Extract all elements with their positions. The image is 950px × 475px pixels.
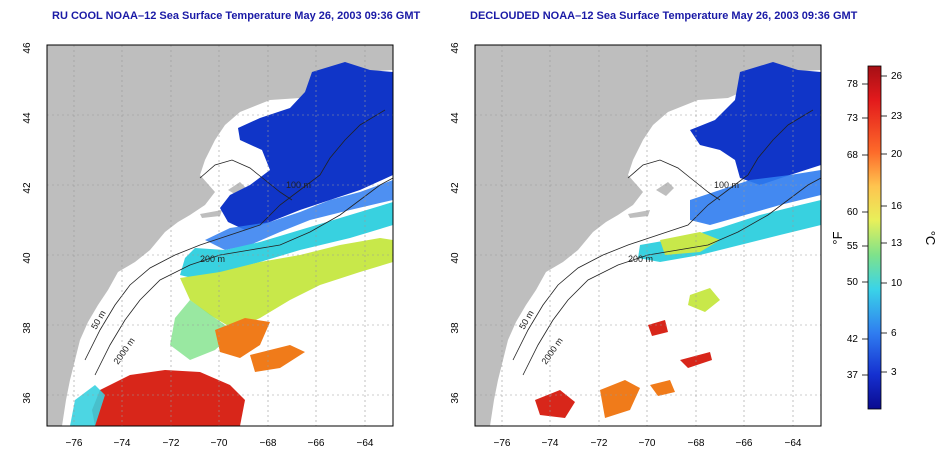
left-y-tick: 44 (22, 112, 33, 124)
colorbar-f-tick-label: 55 (847, 241, 859, 252)
right-land-islands (628, 182, 674, 218)
left-x-tick-labels: −76 −74 −72 −70 −68 −66 −64 (66, 438, 374, 449)
left-sst-warm (180, 238, 393, 330)
left-y-tick: 38 (22, 322, 33, 334)
colorbar-f-tick-label: 78 (847, 79, 859, 90)
right-contour-label-100m: 100 m (714, 180, 739, 190)
right-y-tick: 36 (450, 392, 461, 404)
right-isobaths (512, 109, 821, 376)
right-x-tick: −66 (736, 438, 753, 449)
colorbar-c-tick-label: 20 (891, 149, 903, 160)
left-land (47, 45, 393, 426)
right-y-tick: 38 (450, 322, 461, 334)
colorbar-f-tick-label: 50 (847, 277, 859, 288)
left-x-tick: −70 (211, 438, 228, 449)
colorbar-c-tick-label: 23 (891, 111, 903, 122)
right-sst-hot (600, 380, 675, 418)
colorbar-c-tick-label: 3 (891, 367, 897, 378)
colorbar-c-tick-label: 26 (891, 71, 903, 82)
left-x-tick: −68 (260, 438, 277, 449)
right-map: 50 m 100 m 200 m 2000 m 36 38 40 42 44 4… (450, 42, 822, 449)
left-sst-hot (215, 318, 305, 372)
right-y-tick: 40 (450, 252, 461, 264)
right-y-tick: 46 (450, 42, 461, 54)
right-contour-label-200m: 200 m (628, 254, 653, 264)
left-contour-label-200m: 200 m (200, 254, 225, 264)
colorbar-f-tick-label: 37 (847, 370, 859, 381)
left-y-tick-labels: 36 38 40 42 44 46 (22, 42, 33, 404)
left-sst-mild (180, 202, 393, 280)
right-x-tick: −68 (688, 438, 705, 449)
left-sst-hotter (92, 370, 245, 426)
right-map-frame (474, 44, 822, 427)
right-sst-cool (690, 170, 821, 225)
colorbar-f-tick-label: 68 (847, 150, 859, 161)
colorbar-gradient (867, 65, 882, 410)
colorbar-c-ticks (881, 75, 887, 373)
right-x-tick: −74 (542, 438, 559, 449)
right-sst-cold (690, 62, 821, 185)
left-grid (47, 45, 393, 426)
left-sst-cool (205, 180, 393, 250)
right-y-tick-labels: 36 38 40 42 44 46 (450, 42, 461, 404)
left-sst-coastal (70, 385, 105, 426)
colorbar-c-tick-label: 16 (891, 201, 903, 212)
right-panel-title: DECLOUDED NOAA–12 Sea Surface Temperatur… (470, 10, 858, 22)
left-land-islands (200, 182, 246, 218)
left-x-tick: −64 (357, 438, 374, 449)
right-y-tick: 44 (450, 112, 461, 124)
left-panel-title: RU COOL NOAA–12 Sea Surface Temperature … (52, 10, 421, 22)
right-land (475, 45, 821, 426)
left-x-tick: −74 (114, 438, 131, 449)
colorbar-c-tick-label: 10 (891, 278, 903, 289)
right-y-tick: 42 (450, 182, 461, 194)
right-grid (475, 45, 821, 426)
left-y-tick: 42 (22, 182, 33, 194)
right-x-tick: −72 (591, 438, 608, 449)
colorbar-f-tick-label: 73 (847, 113, 859, 124)
left-y-tick: 36 (22, 392, 33, 404)
left-contour-label-100m: 100 m (286, 180, 311, 190)
left-y-tick: 40 (22, 252, 33, 264)
colorbar-c-tick-label: 13 (891, 238, 903, 249)
colorbar-f-labels: 78 73 68 60 55 50 42 37 (847, 79, 859, 381)
left-map-frame (46, 44, 394, 427)
right-x-tick: −76 (494, 438, 511, 449)
left-x-tick: −66 (308, 438, 325, 449)
left-map: 50 m 100 m 200 m 2000 m 36 38 40 42 44 4… (22, 42, 394, 449)
colorbar-c-tick-label: 6 (891, 328, 897, 339)
colorbar-f-ticks (862, 83, 868, 376)
colorbar-f-tick-label: 60 (847, 207, 859, 218)
colorbar-c-labels: 26 23 20 16 13 10 6 3 (891, 71, 903, 378)
left-sst-cold (220, 62, 393, 230)
colorbar-celsius-label: °C (923, 231, 938, 246)
right-sst-hotter (535, 320, 712, 418)
left-isobaths (84, 109, 393, 376)
colorbar-fahrenheit-label: °F (830, 231, 845, 244)
right-x-tick: −70 (639, 438, 656, 449)
colorbar-f-tick-label: 42 (847, 334, 859, 345)
right-x-tick-labels: −76 −74 −72 −70 −68 −66 −64 (494, 438, 802, 449)
left-x-tick: −72 (163, 438, 180, 449)
left-x-tick: −76 (66, 438, 83, 449)
right-x-tick: −64 (785, 438, 802, 449)
left-y-tick: 46 (22, 42, 33, 54)
right-sst-warm (660, 232, 720, 312)
colorbar: 78 73 68 60 55 50 42 37 26 23 20 16 13 1… (830, 65, 938, 410)
